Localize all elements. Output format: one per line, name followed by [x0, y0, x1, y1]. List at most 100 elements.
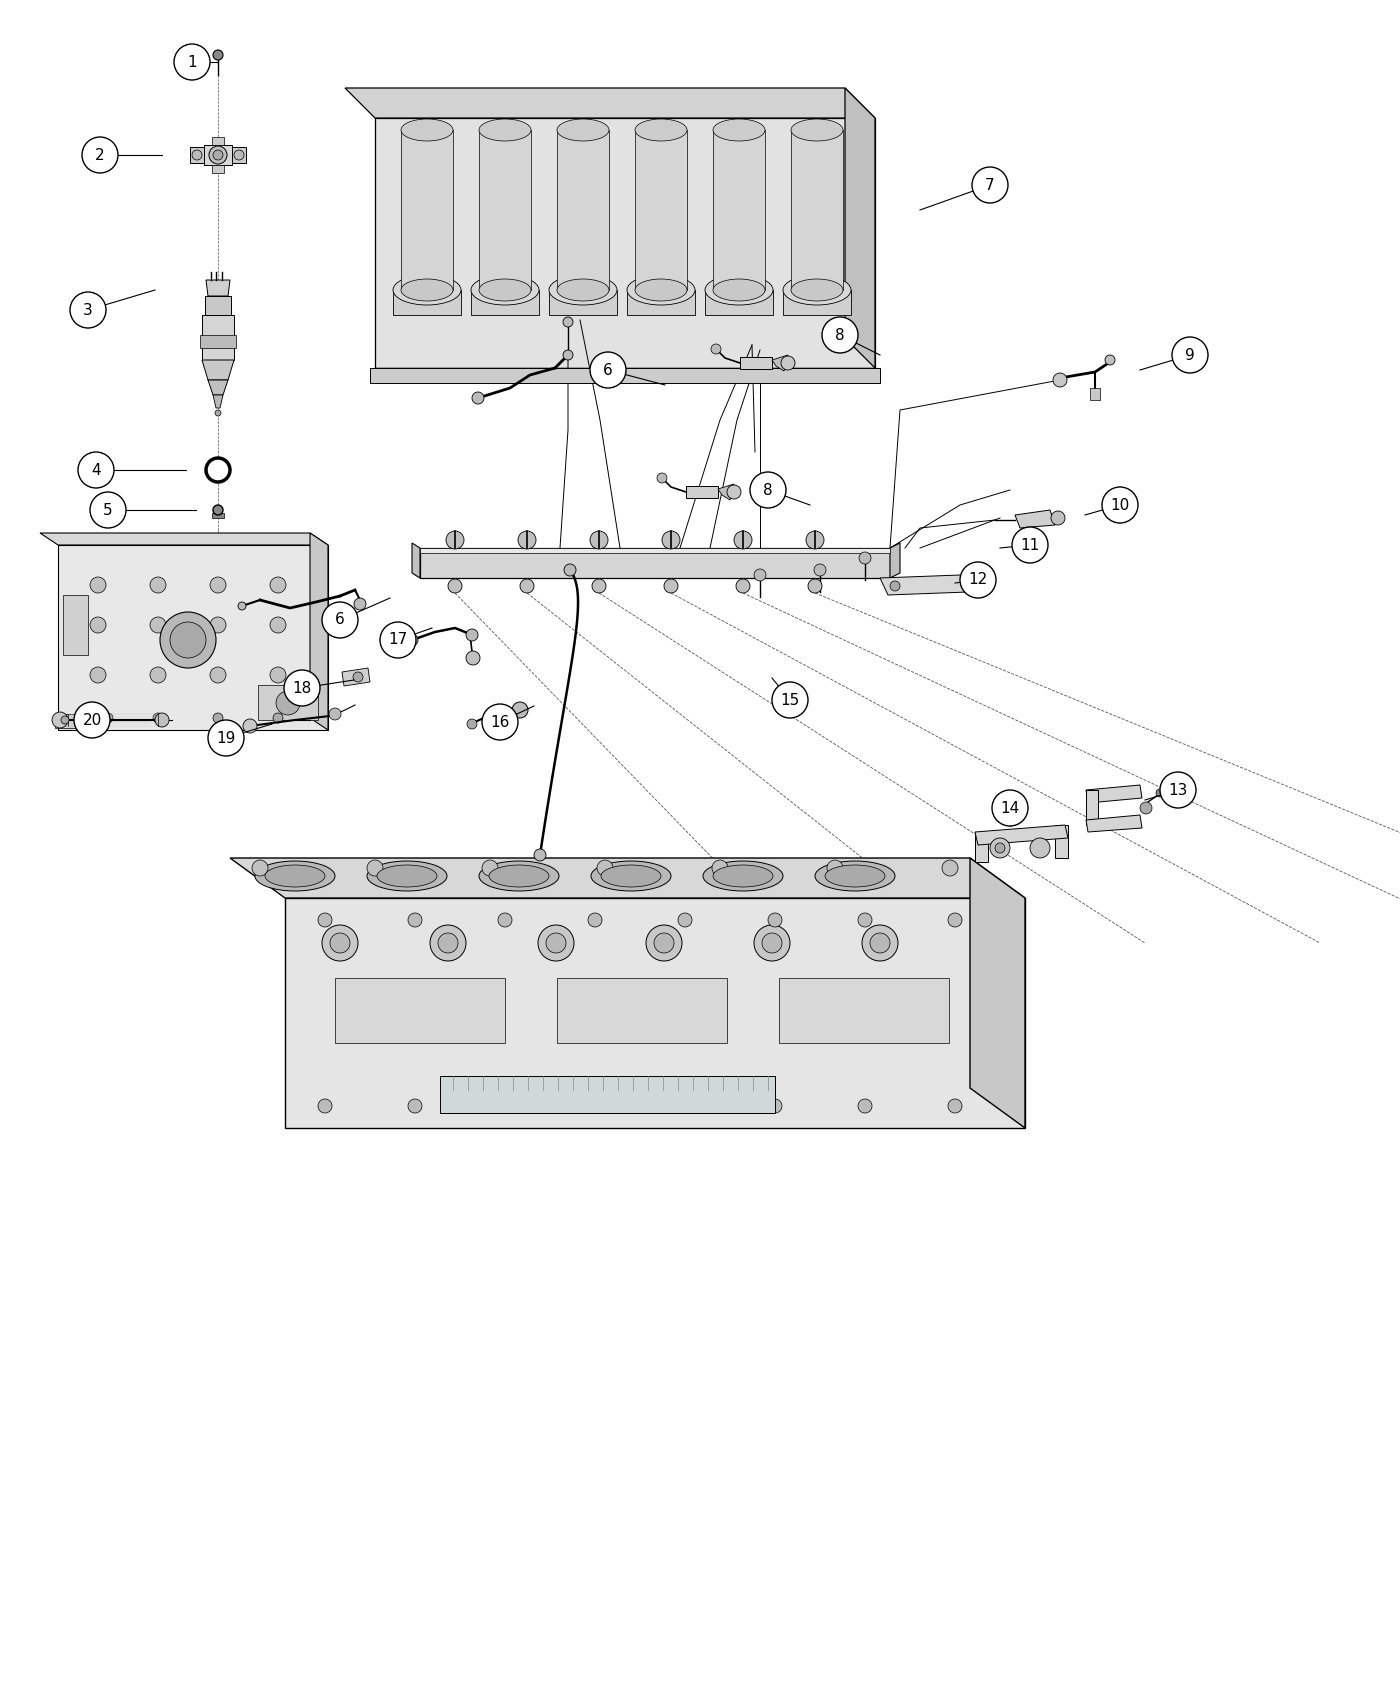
Circle shape [466, 651, 480, 665]
Circle shape [563, 350, 573, 360]
Circle shape [466, 629, 477, 641]
Text: 10: 10 [1110, 498, 1130, 512]
Circle shape [318, 1098, 332, 1114]
Circle shape [827, 860, 843, 876]
Polygon shape [209, 381, 228, 394]
Circle shape [430, 925, 466, 960]
Circle shape [822, 316, 858, 354]
Circle shape [755, 925, 790, 960]
Circle shape [596, 860, 613, 876]
Circle shape [78, 452, 113, 488]
Circle shape [318, 913, 332, 927]
Circle shape [588, 1098, 602, 1114]
Circle shape [206, 457, 230, 483]
Circle shape [645, 925, 682, 960]
Polygon shape [202, 314, 234, 360]
Circle shape [564, 564, 575, 576]
Circle shape [972, 167, 1008, 202]
Circle shape [284, 670, 321, 706]
Circle shape [589, 352, 626, 388]
Text: 19: 19 [217, 731, 235, 746]
Ellipse shape [815, 860, 895, 891]
Circle shape [769, 1098, 783, 1114]
Circle shape [448, 580, 462, 593]
Polygon shape [375, 117, 875, 367]
Circle shape [150, 666, 167, 683]
Circle shape [1172, 337, 1208, 372]
Circle shape [83, 138, 118, 173]
Circle shape [90, 491, 126, 529]
Text: 2: 2 [95, 148, 105, 163]
Polygon shape [778, 977, 949, 1044]
Circle shape [238, 602, 246, 610]
Polygon shape [342, 668, 370, 687]
Circle shape [213, 505, 223, 515]
Circle shape [512, 702, 528, 717]
Circle shape [270, 576, 286, 593]
Polygon shape [420, 547, 890, 578]
Polygon shape [470, 291, 539, 314]
Circle shape [192, 150, 202, 160]
Polygon shape [41, 534, 328, 546]
Polygon shape [970, 858, 1025, 1129]
Ellipse shape [601, 865, 661, 887]
Circle shape [750, 473, 785, 508]
Circle shape [1105, 355, 1114, 366]
Circle shape [407, 913, 421, 927]
Circle shape [1053, 372, 1067, 388]
Ellipse shape [557, 279, 609, 301]
Text: 4: 4 [91, 462, 101, 478]
Ellipse shape [549, 275, 617, 304]
Ellipse shape [791, 279, 843, 301]
Circle shape [150, 576, 167, 593]
Circle shape [354, 598, 365, 610]
Circle shape [538, 925, 574, 960]
Circle shape [990, 838, 1009, 858]
Polygon shape [55, 714, 76, 728]
Polygon shape [309, 534, 328, 729]
Polygon shape [974, 831, 988, 862]
Polygon shape [286, 898, 1025, 1129]
Circle shape [858, 913, 872, 927]
Polygon shape [335, 977, 505, 1044]
Polygon shape [400, 129, 454, 291]
Ellipse shape [393, 275, 461, 304]
Circle shape [771, 682, 808, 717]
Ellipse shape [255, 860, 335, 891]
Polygon shape [258, 685, 318, 721]
Circle shape [860, 552, 871, 564]
Text: 8: 8 [836, 328, 844, 342]
Circle shape [210, 617, 225, 632]
Circle shape [563, 316, 573, 326]
Circle shape [438, 933, 458, 954]
Circle shape [858, 1098, 872, 1114]
Polygon shape [211, 513, 224, 518]
Circle shape [468, 719, 477, 729]
Circle shape [407, 1098, 421, 1114]
Polygon shape [1056, 824, 1068, 858]
Ellipse shape [367, 860, 447, 891]
Polygon shape [230, 858, 1025, 898]
Polygon shape [1086, 790, 1098, 824]
Circle shape [174, 44, 210, 80]
Circle shape [813, 564, 826, 576]
Polygon shape [344, 88, 875, 117]
Circle shape [1156, 789, 1163, 797]
Polygon shape [1091, 388, 1100, 400]
Polygon shape [204, 296, 231, 314]
Circle shape [762, 933, 783, 954]
Circle shape [662, 530, 680, 549]
Polygon shape [706, 291, 773, 314]
Text: 16: 16 [490, 714, 510, 729]
Ellipse shape [377, 865, 437, 887]
Circle shape [213, 150, 223, 160]
Circle shape [1161, 772, 1196, 808]
Circle shape [213, 49, 223, 60]
Polygon shape [232, 146, 246, 163]
Ellipse shape [713, 119, 764, 141]
Circle shape [993, 790, 1028, 826]
Circle shape [322, 925, 358, 960]
Circle shape [1140, 802, 1152, 814]
Polygon shape [791, 129, 843, 291]
Circle shape [447, 530, 463, 549]
